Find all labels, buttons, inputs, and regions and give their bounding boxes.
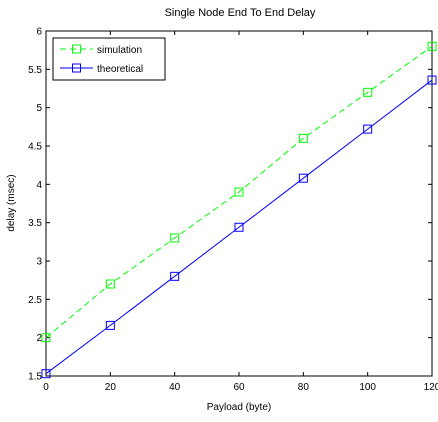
y-axis-ticks: 1.5 2 2.5 3 3.5 4 4.5 5 5.5 6	[28, 27, 432, 383]
legend-marker-simulation	[72, 44, 81, 54]
x-axis-ticks: 0 20 40 60 80 100 120	[43, 31, 438, 393]
legend-entry-simulation: simulation	[60, 44, 142, 56]
series-theoretical	[41, 75, 437, 379]
x-tick-label-20: 20	[105, 382, 117, 393]
y-axis-label: delay (msec)	[6, 174, 17, 231]
data-point-simulation-20	[105, 279, 115, 289]
legend-marker-theoretical	[72, 63, 81, 73]
y-tick-label-4: 4	[36, 180, 42, 191]
x-tick-label-80: 80	[298, 382, 310, 393]
series-layer	[41, 41, 437, 379]
series-line-simulation	[45, 45, 433, 339]
x-tick-label-0: 0	[43, 382, 49, 393]
y-tick-label-5.5: 5.5	[28, 65, 42, 76]
y-tick-label-1.5: 1.5	[28, 372, 42, 383]
data-point-simulation-80	[298, 133, 308, 143]
x-tick-label-40: 40	[169, 382, 181, 393]
legend: simulation theoretical	[52, 37, 166, 81]
data-point-simulation-40	[170, 233, 180, 243]
legend-box	[52, 37, 166, 81]
x-tick-label-60: 60	[233, 382, 245, 393]
chart-title: Single Node End To End Delay	[165, 7, 316, 19]
y-tick-label-2: 2	[36, 333, 42, 344]
y-tick-label-3: 3	[36, 257, 42, 268]
data-point-simulation-100	[363, 87, 373, 97]
data-point-theoretical-20	[105, 320, 115, 330]
data-point-theoretical-60	[234, 222, 244, 232]
y-tick-label-3.5: 3.5	[28, 218, 42, 229]
data-point-theoretical-40	[170, 271, 180, 281]
data-point-theoretical-100	[363, 124, 373, 134]
x-tick-label-120: 120	[424, 382, 438, 393]
y-tick-label-6: 6	[36, 27, 42, 38]
x-tick-label-100: 100	[359, 382, 376, 393]
legend-entry-theoretical: theoretical	[60, 63, 143, 75]
data-point-theoretical-120	[427, 75, 437, 85]
y-tick-label-5: 5	[36, 103, 42, 114]
plot-area	[45, 30, 433, 377]
data-point-theoretical-80	[298, 173, 308, 183]
series-simulation	[41, 41, 437, 343]
y-tick-label-4.5: 4.5	[28, 142, 42, 153]
data-point-simulation-120	[427, 41, 437, 51]
data-point-simulation-60	[234, 187, 244, 197]
legend-label-theoretical: theoretical	[97, 64, 143, 75]
data-point-simulation-0	[41, 333, 51, 343]
legend-label-simulation: simulation	[97, 45, 142, 56]
data-point-theoretical-0	[41, 369, 51, 379]
x-axis-label: Payload (byte)	[207, 402, 271, 413]
series-line-theoretical	[45, 79, 433, 375]
y-tick-label-2.5: 2.5	[28, 295, 42, 306]
